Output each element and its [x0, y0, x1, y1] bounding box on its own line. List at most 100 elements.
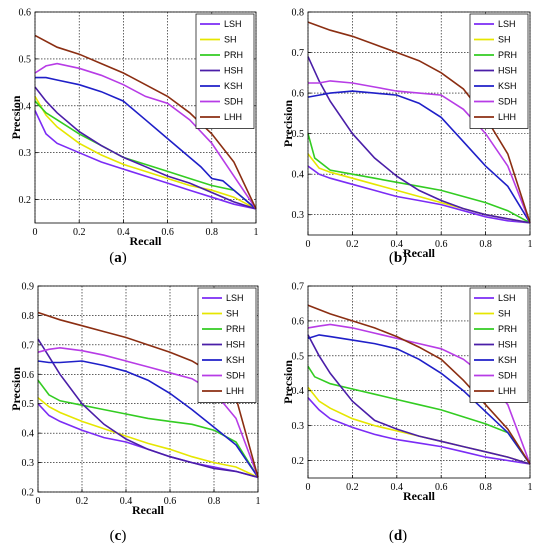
series-line-sh [37, 397, 259, 479]
y-axis-title: Precision [281, 100, 295, 147]
y-tick-label: 0.2 [22, 488, 35, 499]
legend: LSH SH PRH HSH KSH SDH LHH [197, 287, 257, 403]
x-tick-label: 0.6 [435, 239, 448, 250]
legend-entry-hsh: HSH [226, 340, 245, 350]
legend-entry-sdh: SDH [498, 371, 517, 381]
legend-entry-sdh: SDH [226, 371, 245, 381]
y-tick-label: 0.7 [292, 48, 305, 59]
y-tick-label: 0.7 [292, 282, 305, 293]
y-tick-label: 0.5 [292, 351, 305, 362]
series-line-ksh [37, 360, 259, 478]
x-tick-label: 0.6 [161, 227, 174, 238]
x-axis-title: Recall [403, 246, 436, 260]
x-tick-label: 0.2 [346, 239, 359, 250]
x-axis-title: Recall [132, 503, 165, 517]
y-tick-label: 0.2 [292, 456, 305, 467]
series-line-prh [37, 379, 259, 478]
legend-entry-hsh: HSH [498, 66, 517, 76]
legend-entry-hsh: HSH [498, 340, 517, 350]
y-axis-title: Precsion [9, 95, 23, 139]
x-axis-title: Recall [130, 234, 163, 248]
legend-entry-lsh: LSH [224, 19, 242, 29]
legend-entry-sdh: SDH [498, 97, 517, 107]
legend-entry-lsh: LSH [498, 19, 516, 29]
series-line-lhh [34, 34, 257, 210]
series-line-hsh [34, 86, 257, 210]
series-line-sh [34, 95, 257, 210]
x-tick-label: 0.4 [391, 239, 404, 250]
x-tick-label: 1 [256, 496, 261, 507]
y-tick-label: 0.4 [19, 101, 32, 112]
y-tick-label: 0.3 [292, 421, 305, 432]
x-tick-label: 1 [528, 239, 533, 250]
x-tick-label: 0.8 [479, 482, 492, 493]
legend-entry-ksh: KSH [224, 81, 243, 91]
y-tick-label: 0.5 [292, 129, 305, 140]
series-line-lsh [307, 165, 531, 224]
y-tick-label: 0.6 [22, 370, 35, 381]
series-line-lsh [37, 403, 259, 479]
legend-entry-ksh: KSH [498, 355, 517, 365]
series-line-sdh [34, 62, 257, 210]
x-tick-label: 0 [33, 227, 38, 238]
plot-frame [307, 11, 531, 236]
y-tick-label: 0.6 [292, 316, 305, 327]
x-tick-label: 0.4 [391, 482, 404, 493]
x-tick-label: 1 [528, 482, 533, 493]
y-tick-label: 0.9 [22, 282, 35, 293]
x-tick-label: 0 [36, 496, 41, 507]
series-line-lhh [307, 304, 531, 465]
y-tick-label: 0.4 [292, 170, 305, 181]
x-tick-label: 0.8 [479, 239, 492, 250]
series-line-lsh [34, 110, 257, 210]
y-tick-label: 0.2 [19, 195, 32, 206]
legend-entry-ksh: KSH [226, 355, 245, 365]
x-tick-label: 1 [254, 227, 259, 238]
y-tick-label: 0.3 [19, 148, 32, 159]
x-tick-label: 0.6 [164, 496, 177, 507]
panel-label-b: (b) [389, 250, 407, 266]
legend: LSH SH PRH HSH KSH SDH LHH [469, 287, 529, 403]
series-line-hsh [307, 56, 531, 224]
chart-panel-d: 0 0.2 0.4 0.6 0.8 1 0.2 0.3 0.4 0.5 0.6 0.7 Recall Pr… [281, 282, 533, 545]
series-line-lhh [307, 21, 531, 224]
series-line-prh [34, 100, 257, 210]
y-tick-label: 0.5 [22, 399, 35, 410]
y-tick-label: 0.4 [292, 386, 305, 397]
series-line-hsh [37, 338, 259, 479]
plot-frame [34, 11, 257, 224]
y-tick-label: 0.3 [22, 458, 35, 469]
y-tick-label: 0.8 [292, 8, 305, 19]
series-line-ksh [307, 334, 531, 465]
x-tick-label: 0 [306, 482, 311, 493]
legend: LSH SH PRH HSH KSH SDH LHH [469, 13, 529, 129]
x-tick-label: 0.6 [435, 482, 448, 493]
x-tick-label: 0.4 [117, 227, 130, 238]
series-line-ksh [35, 76, 257, 210]
legend-entry-sh: SH [498, 35, 511, 45]
legend-entry-hsh: HSH [224, 66, 243, 76]
panel-label-d: (d) [389, 528, 407, 544]
x-tick-label: 0.2 [76, 496, 89, 507]
y-tick-label: 0.7 [22, 340, 35, 351]
x-tick-label: 0.8 [208, 496, 221, 507]
chart-panel-c: 0 0.2 0.4 0.6 0.8 10.20.30.40.50.60.70.80.9Re… [9, 282, 261, 545]
x-tick-label: 0.4 [120, 496, 133, 507]
legend-entry-prh: PRH [224, 50, 243, 60]
legend-entry-lsh: LSH [498, 293, 516, 303]
y-tick-label: 0.6 [19, 8, 32, 19]
y-tick-label: 0.3 [292, 210, 305, 221]
series-line-ksh [307, 90, 531, 224]
legend-entry-lhh: LHH [498, 386, 516, 396]
legend-entry-sdh: SDH [224, 97, 243, 107]
x-tick-label: 0.2 [73, 227, 86, 238]
y-tick-label: 0.5 [19, 54, 32, 65]
legend-entry-prh: PRH [498, 50, 517, 60]
legend: LSH SH PRH HSH KSH SDH LHH [195, 13, 255, 129]
x-tick-label: 0.2 [346, 482, 359, 493]
panel-label-a: (a) [109, 250, 127, 266]
x-axis-title: Recall [403, 489, 436, 503]
series-line-prh [307, 133, 531, 224]
legend-entry-lhh: LHH [226, 386, 244, 396]
